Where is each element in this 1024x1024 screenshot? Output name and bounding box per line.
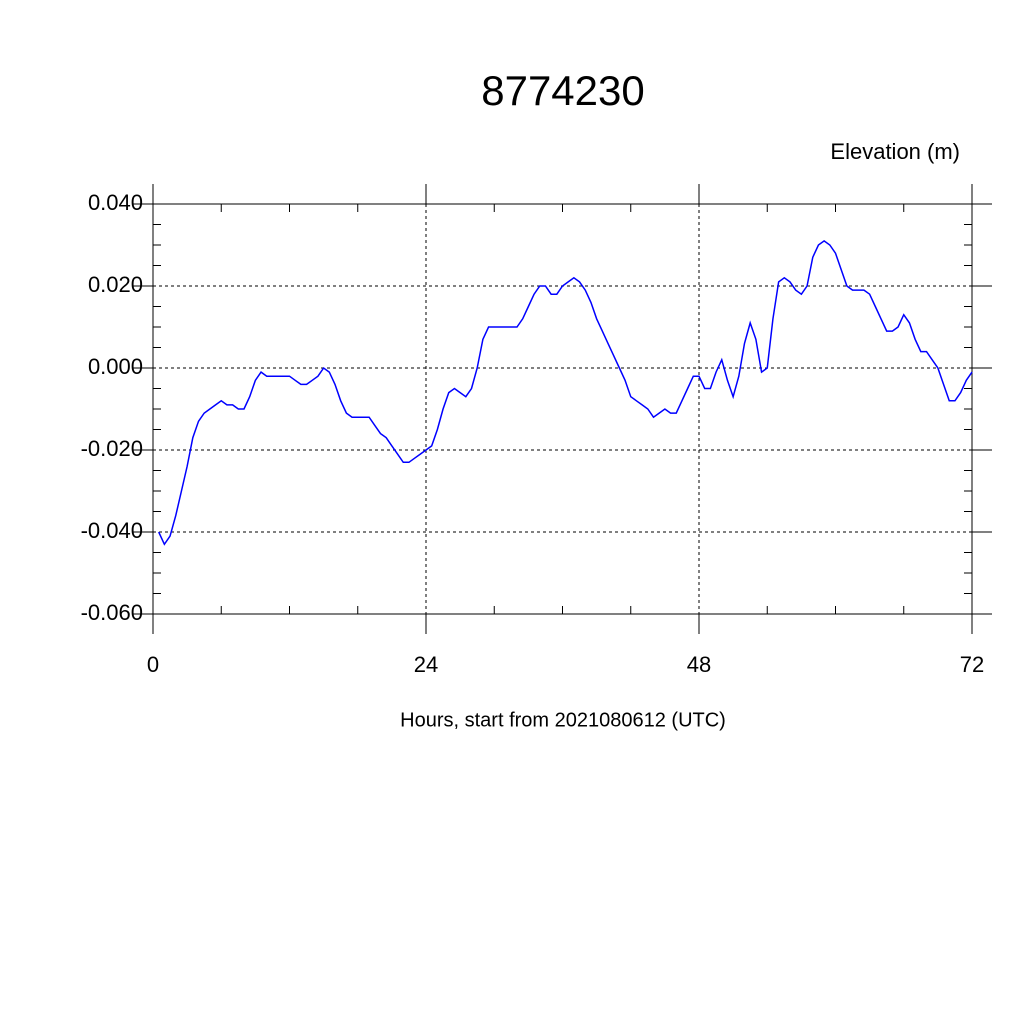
y-tick-label: -0.060 xyxy=(81,600,143,625)
y-tick-label: -0.020 xyxy=(81,436,143,461)
y-tick-label: 0.040 xyxy=(88,190,143,215)
x-axis-label: Hours, start from 2021080612 (UTC) xyxy=(400,709,726,731)
y-tick-label: 0.020 xyxy=(88,272,143,297)
y-tick-label: -0.040 xyxy=(81,518,143,543)
x-tick-label: 0 xyxy=(147,652,159,677)
y-axis-label: Elevation (m) xyxy=(830,139,960,164)
y-tick-label: 0.000 xyxy=(88,354,143,379)
plot-frame xyxy=(152,203,973,615)
chart-title: 8774230 xyxy=(481,67,645,114)
x-tick-label: 48 xyxy=(687,652,711,677)
x-tick-label: 72 xyxy=(960,652,984,677)
data-line xyxy=(158,239,973,546)
x-tick-label: 24 xyxy=(414,652,438,677)
